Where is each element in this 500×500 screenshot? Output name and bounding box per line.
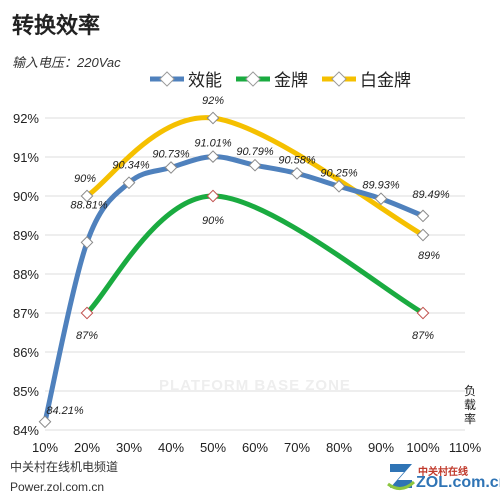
data-label: 90% (202, 215, 224, 227)
y-tick-label: 86% (13, 345, 39, 360)
x-tick-label: 30% (116, 440, 142, 455)
data-label: 84.21% (46, 405, 84, 417)
data-label: 90.25% (320, 167, 358, 179)
data-label: 90.79% (236, 146, 274, 158)
watermark: PLATFORM BASE ZONE (159, 377, 351, 394)
zol-logo-icon (387, 464, 416, 490)
data-labels: 84.21% 88.81% 90.34%90.73% 91.01% 90.79% 90.5… (46, 95, 450, 417)
y-tick-label: 85% (13, 384, 39, 399)
x-tick-label: 40% (158, 440, 184, 455)
data-point-marker (80, 306, 94, 320)
data-label: 90.58% (278, 154, 316, 166)
data-point-marker (38, 415, 52, 429)
data-label: 89% (418, 250, 440, 262)
data-point-marker (80, 236, 94, 249)
legend: 效能 金牌 白金牌 (150, 66, 411, 91)
data-point-marker (248, 158, 262, 172)
source-credit: 中关村在线机电频道 (10, 460, 119, 474)
data-label: 87% (412, 330, 434, 342)
y-tick-label: 87% (13, 306, 39, 321)
x-tick-label: 60% (242, 440, 268, 455)
data-point-marker (290, 167, 304, 180)
data-point-marker (416, 228, 430, 242)
x-tick-label: 90% (368, 440, 394, 455)
x-tick-label: 20% (74, 440, 100, 455)
series-line (84, 193, 426, 316)
data-label: 90% (74, 173, 96, 185)
y-tick-label: 90% (13, 189, 39, 204)
data-point-marker (332, 179, 346, 193)
legend-label-efficiency: 效能 (188, 71, 222, 90)
chart-title: 转换效率 (12, 13, 101, 38)
y-tick-label: 84% (13, 423, 39, 438)
data-label: 92% (202, 95, 224, 107)
data-point-marker (206, 150, 220, 163)
data-label: 90.34% (112, 160, 150, 172)
x-tick-label: 110% (449, 440, 482, 455)
chart-subtitle: 输入电压：220Vac (12, 55, 121, 70)
data-label: 89.49% (412, 189, 450, 201)
y-tick-label: 91% (13, 150, 39, 165)
legend-swatch-gold-icon (236, 70, 270, 87)
series (38, 111, 430, 429)
data-point-marker (374, 192, 388, 206)
x-axis-title: 负载率 (464, 384, 476, 426)
data-point-marker (416, 306, 430, 320)
y-tick-label: 92% (13, 111, 39, 126)
series-line (84, 115, 426, 238)
legend-label-platinum: 白金牌 (360, 71, 411, 90)
legend-item-efficiency: 效能 (150, 66, 222, 91)
x-tick-label: 50% (200, 440, 226, 455)
data-label: 87% (76, 330, 98, 342)
x-tick-label: 100% (406, 440, 440, 455)
y-tick-label: 89% (13, 228, 39, 243)
data-point-marker (164, 161, 178, 174)
legend-swatch-efficiency-icon (150, 70, 184, 87)
watermark-text: PLATFORM BASE ZONE (159, 377, 351, 394)
x-tick-label: 70% (284, 440, 310, 455)
data-label: 88.81% (70, 199, 108, 211)
legend-label-gold: 金牌 (274, 71, 308, 90)
brand-cn: 中关村在线 (418, 467, 468, 478)
data-label: 90.73% (152, 149, 190, 161)
x-tick-label: 10% (32, 440, 58, 455)
data-point-marker (206, 189, 220, 203)
data-label: 91.01% (194, 138, 232, 150)
legend-item-platinum: 白金牌 (322, 66, 411, 91)
brand-en: ZOL.com.cn (416, 474, 500, 491)
data-label: 89.93% (362, 180, 400, 192)
legend-item-gold: 金牌 (236, 66, 308, 91)
y-tick-label: 88% (13, 267, 39, 282)
data-point-marker (80, 189, 94, 203)
x-tick-label: 80% (326, 440, 352, 455)
data-point-marker (206, 111, 220, 125)
brand-logo: 中关村在线 ZOL.com.cn (386, 460, 500, 494)
data-point-marker (122, 176, 136, 190)
source-url: Power.zol.com.cn (10, 480, 105, 494)
data-point-marker (416, 209, 430, 223)
legend-swatch-platinum-icon (322, 70, 356, 87)
axes: 84% 85% 86% 87% 88% 89% 90% 91% 92% 10% 20% 30% 40% 5… (13, 111, 482, 455)
